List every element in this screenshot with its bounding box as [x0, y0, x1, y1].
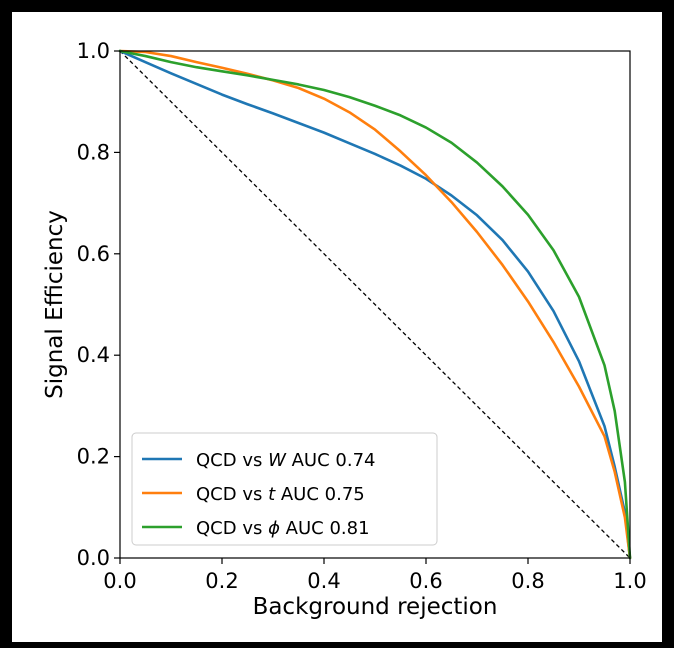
legend-label-3: QCD vs ϕ AUC 0.81 [196, 518, 370, 539]
chart-frame: 0.0 0.2 0.4 0.6 0.8 1.0 0.0 0.2 0.4 0.6 0.8 1.0 Ba… [12, 12, 662, 642]
diagonal-reference-layer [119, 50, 631, 559]
x-tick-label: 0.4 [307, 569, 340, 593]
legend: QCD vs W AUC 0.74 QCD vs t AUC 0.75 QCD vs… [131, 432, 438, 546]
x-tick-label: 0.0 [103, 569, 136, 593]
y-tick-label: 0.4 [77, 343, 110, 367]
x-axis-label: Background rejection [253, 594, 498, 620]
legend-label-2: QCD vs t AUC 0.75 [196, 484, 365, 505]
y-tick-label: 0.2 [77, 445, 110, 469]
axes-layer [119, 50, 631, 559]
axes-frame [119, 50, 631, 559]
legend-box [131, 432, 438, 546]
legend-label-1: QCD vs W AUC 0.74 [196, 450, 375, 471]
y-tick-label: 0.8 [77, 140, 110, 164]
x-tick-label: 0.8 [511, 569, 544, 593]
x-tick-label: 1.0 [613, 569, 646, 593]
diagonal-reference-line [119, 50, 631, 559]
y-ticks: 0.0 0.2 0.4 0.6 0.8 1.0 [77, 39, 120, 570]
series-line-1 [118, 49, 632, 560]
y-axis-label: Signal Efficiency [42, 210, 68, 399]
series-layer [118, 49, 632, 560]
x-ticks: 0.0 0.2 0.4 0.6 0.8 1.0 [103, 558, 647, 593]
roc-chart: 0.0 0.2 0.4 0.6 0.8 1.0 0.0 0.2 0.4 0.6 0.8 1.0 Ba… [42, 39, 647, 620]
y-tick-label: 0.6 [77, 242, 110, 266]
x-tick-label: 0.2 [205, 569, 238, 593]
y-tick-label: 1.0 [77, 39, 110, 63]
x-tick-label: 0.6 [409, 569, 442, 593]
series-line-3 [118, 49, 632, 560]
series-line-2 [118, 49, 632, 560]
y-tick-label: 0.0 [77, 546, 110, 570]
